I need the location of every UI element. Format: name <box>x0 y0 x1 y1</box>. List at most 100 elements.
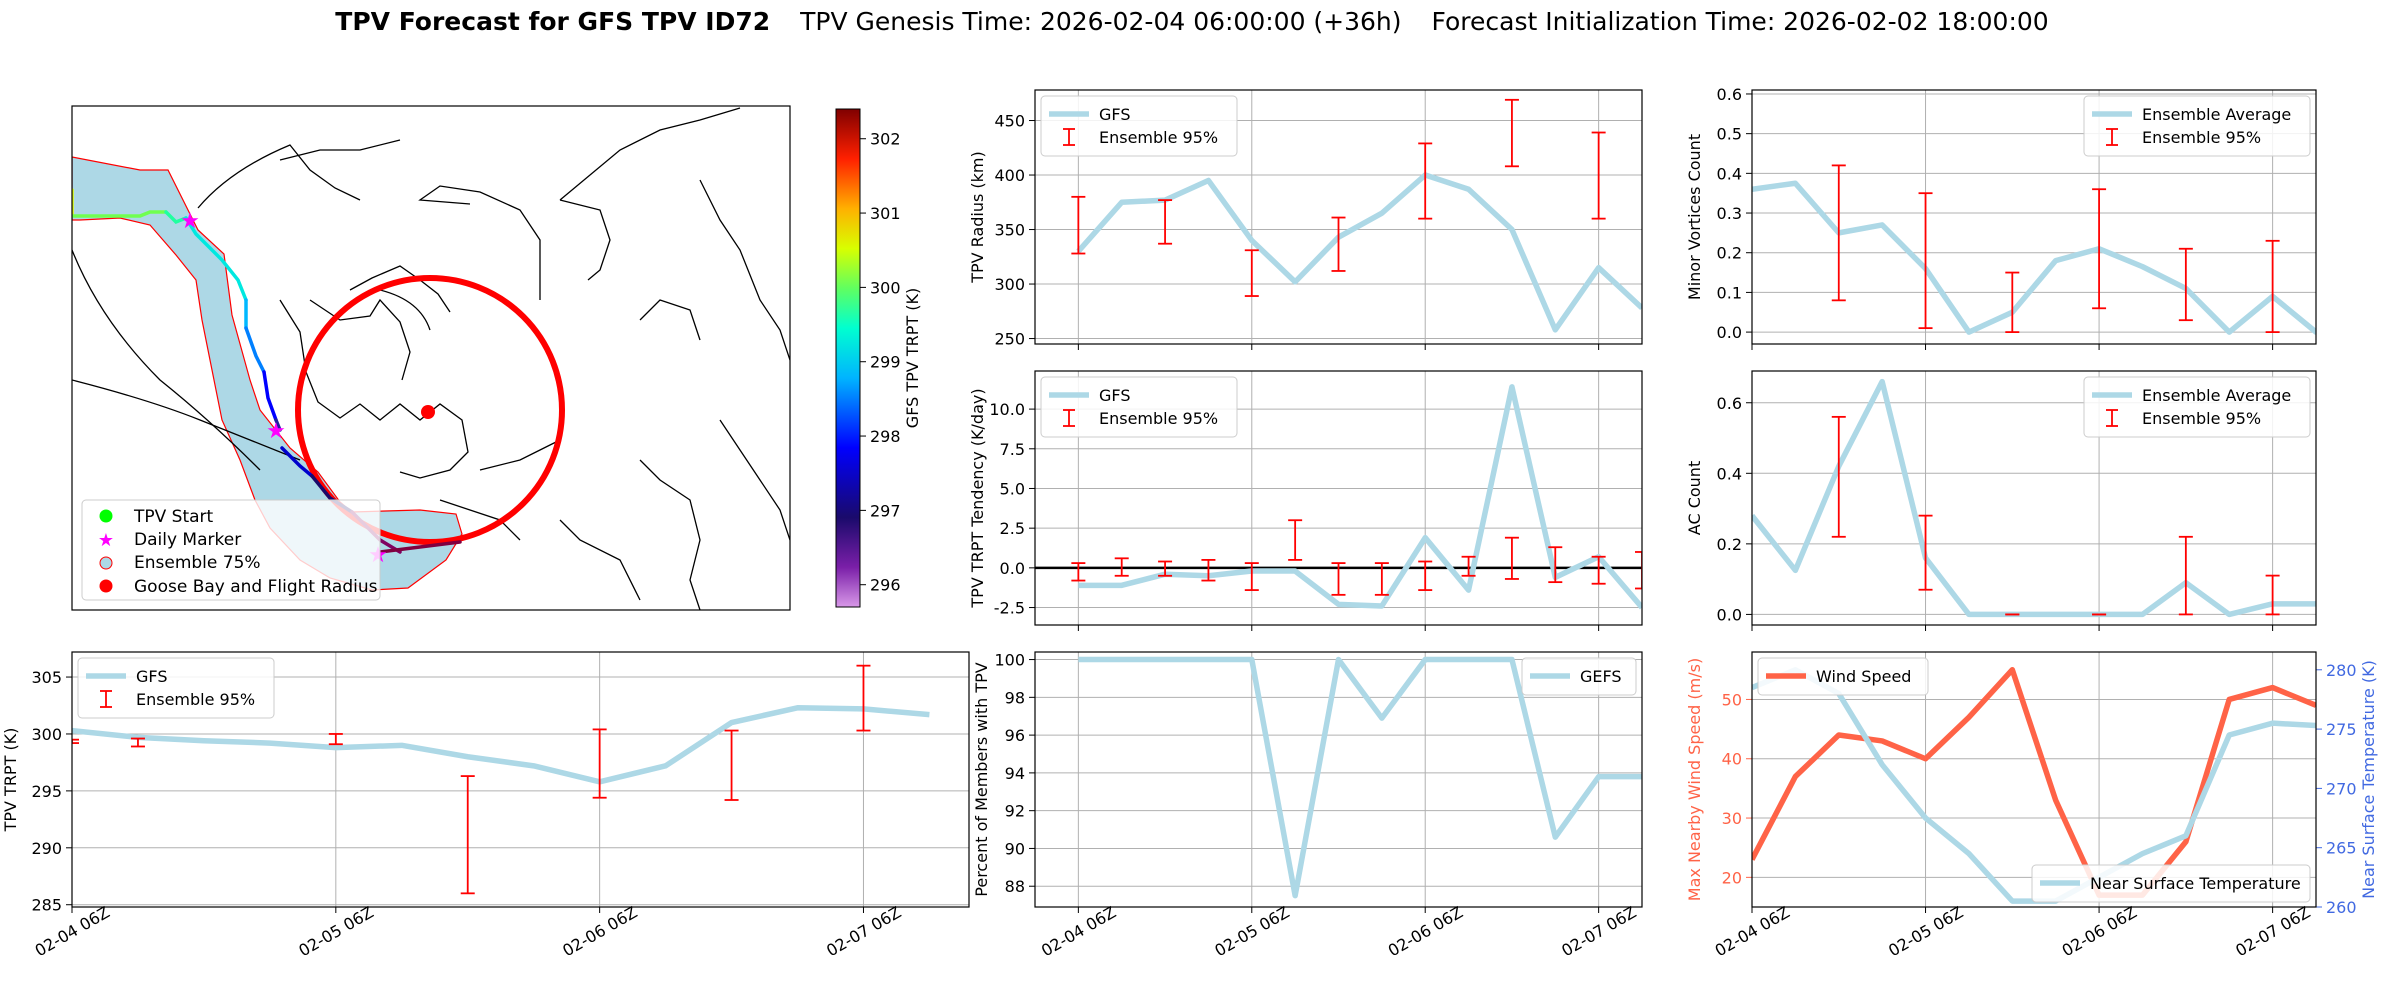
plot-marks <box>1752 378 2316 618</box>
y-tick-label: 290 <box>31 839 62 858</box>
y-tick-label: 40 <box>1722 750 1742 769</box>
panel-wind: 02-04 06Z 02-05 06Z 02-06 06Z 02-07 06Z2030… <box>1685 651 2378 960</box>
legend-label: GFS <box>1099 105 1130 124</box>
error-bar <box>72 738 79 744</box>
y-tick-label: 0.0 <box>1000 559 1025 578</box>
y-tick-label: 300 <box>994 275 1025 294</box>
error-bar <box>2005 271 2020 333</box>
y-tick-label: 0.3 <box>1717 204 1742 223</box>
line-panels: 250 300 350 400 450 TPV Radius (km) GFS Ensembl… <box>1 85 2378 960</box>
legend: GFS Ensemble 95% <box>77 657 275 719</box>
legend-box <box>2083 95 2311 157</box>
plot-marks <box>1078 656 1642 899</box>
y-tick-label: 0.2 <box>1717 244 1742 263</box>
error-bar <box>1071 562 1086 582</box>
y-tick-label: 0.4 <box>1717 464 1742 483</box>
y-right-tick-label: 265 <box>2326 839 2357 858</box>
colorbar-ticks: 296 297 298 299 300 301 302 <box>860 130 901 595</box>
plot-frame <box>1751 89 2317 345</box>
error-bar <box>2178 247 2193 322</box>
error-bar <box>1635 551 1642 590</box>
error-bar <box>1461 555 1476 577</box>
y-tick-label: 285 <box>31 896 62 915</box>
plot-frame <box>1751 651 2317 908</box>
y-tick-label: 98 <box>1005 688 1025 707</box>
y-tick-label: 88 <box>1005 877 1025 896</box>
y-right-tick-label: 260 <box>2326 898 2357 917</box>
error-bar <box>2265 574 2280 616</box>
colorbar-tick-label: 297 <box>870 501 901 520</box>
y-tick-label: 92 <box>1005 802 1025 821</box>
error-bar <box>328 733 343 746</box>
y-tick-label: 0.0 <box>1717 605 1742 624</box>
colorbar-tick-label: 301 <box>870 204 901 223</box>
y-axis-label: TPV TRPT Tendency (K/day) <box>968 388 987 608</box>
title-bold: TPV Forecast for GFS TPV ID72 <box>335 7 770 36</box>
coastlines <box>72 107 790 610</box>
error-bar <box>2092 188 2107 310</box>
y-tick-label: 305 <box>31 668 62 687</box>
legend-label: Ensemble 95% <box>1099 409 1218 428</box>
series-line-0 <box>72 705 930 785</box>
y-tick-label: 2.5 <box>1000 519 1025 538</box>
panel-minor: 0.0 0.1 0.2 0.3 0.4 0.5 0.6 Minor Vortices Coun… <box>1685 85 2317 350</box>
plot-frame <box>1034 651 1643 908</box>
map-legend-goose-bay: Goose Bay and Flight Radius <box>134 577 378 597</box>
map-panel: ★ ★ ★ TPV Start ★ Daily Marker Ensemble … <box>71 105 922 611</box>
colorbar-tick-label: 302 <box>870 130 901 149</box>
map-legend-box <box>81 499 381 601</box>
series-line-0 <box>1078 656 1642 899</box>
map-legend-daily: Daily Marker <box>134 530 241 550</box>
title-genesis: TPV Genesis Time: 2026-02-04 06:00:00 (+… <box>799 7 1401 36</box>
title-init: Forecast Initialization Time: 2026-02-02… <box>1432 7 2049 36</box>
y-tick-label: 0.1 <box>1717 283 1742 302</box>
plot-frame <box>1751 370 2317 626</box>
series-line-0 <box>1752 667 2316 898</box>
legend-label: Ensemble Average <box>2142 386 2291 405</box>
y-tick-label: -2.5 <box>994 599 1025 618</box>
panel-members: 02-04 06Z 02-05 06Z 02-06 06Z 02-07 06Z8890… <box>972 651 1643 960</box>
error-bar <box>1504 536 1519 580</box>
legend-label: GFS <box>136 667 167 686</box>
colorbar-label: GFS TPV TRPT (K) <box>903 288 922 428</box>
error-bar <box>1244 249 1259 297</box>
plot-marks <box>72 664 930 895</box>
error-bar <box>1071 195 1086 255</box>
y-tick-label: 0.5 <box>1717 125 1742 144</box>
error-bar <box>1591 555 1606 585</box>
y-axis-label: TPV Radius (km) <box>968 151 987 284</box>
error-bar <box>1244 562 1259 591</box>
legend-box <box>1040 95 1238 157</box>
legend-star-icon: ★ <box>98 530 114 551</box>
y-tick-label: 7.5 <box>1000 440 1025 459</box>
y-right-tick-label: 275 <box>2326 720 2357 739</box>
y-tick-label: 300 <box>31 725 62 744</box>
y-axis-label: TPV TRPT (K) <box>1 728 20 833</box>
goose-bay-marker <box>421 405 435 419</box>
map-legend: TPV Start ★ Daily Marker Ensemble 75% Go… <box>81 499 381 601</box>
map-legend-ensemble75: Ensemble 75% <box>134 553 261 573</box>
panel-radius: 250 300 350 400 450 TPV Radius (km) GFS Ensembl… <box>968 89 1643 350</box>
y-tick-label: 350 <box>994 221 1025 240</box>
y-tick-label: 94 <box>1005 764 1025 783</box>
y-tick-label: 30 <box>1722 809 1742 828</box>
plot-marks <box>1071 384 1642 610</box>
y-tick-label: 90 <box>1005 839 1025 858</box>
colorbar-tick-label: 300 <box>870 278 901 297</box>
y-tick-label: 0.4 <box>1717 164 1742 183</box>
y-tick-label: 5.0 <box>1000 479 1025 498</box>
error-bar <box>2265 239 2280 333</box>
plot-marks <box>1071 98 1642 333</box>
legend: Ensemble Average Ensemble 95% <box>2083 95 2311 157</box>
legend: Wind Speed <box>1757 657 1929 696</box>
y-tick-label: 0.6 <box>1717 394 1742 413</box>
legend-goose-bay-icon <box>99 579 113 593</box>
error-bar <box>724 729 739 801</box>
plot-frame <box>1034 370 1643 626</box>
legend: GEFS <box>1521 657 1637 696</box>
legend: GFS Ensemble 95% <box>1040 95 1238 157</box>
y-tick-label: 0.2 <box>1717 535 1742 554</box>
series-line-0 <box>1752 378 2316 618</box>
y-axis-label: Minor Vortices Count <box>1685 134 1704 300</box>
legend-box <box>1757 657 1929 696</box>
